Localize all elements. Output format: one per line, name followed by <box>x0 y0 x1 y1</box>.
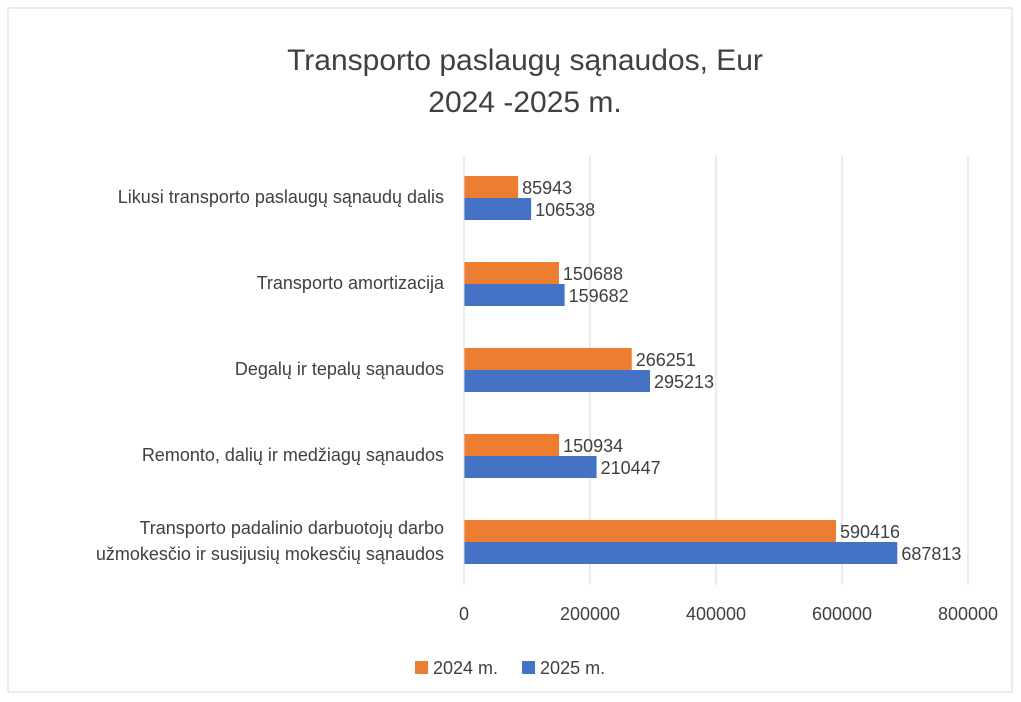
data-label: 85943 <box>522 178 572 198</box>
bar <box>464 262 559 284</box>
y-tick-label: Remonto, dalių ir medžiagų sąnaudos <box>142 445 444 465</box>
bar <box>464 348 632 370</box>
bar <box>464 198 532 220</box>
legend-swatch <box>522 661 536 674</box>
data-label: 266251 <box>636 350 696 370</box>
bar <box>464 542 898 564</box>
legend-label: 2025 m. <box>540 658 605 678</box>
x-tick-label: 0 <box>459 604 469 624</box>
legend-label: 2024 m. <box>433 658 498 678</box>
data-label: 687813 <box>901 544 961 564</box>
y-tick-label: Degalų ir tepalų sąnaudos <box>235 359 444 379</box>
bar <box>464 520 836 542</box>
data-label: 150688 <box>563 264 623 284</box>
data-label: 159682 <box>569 286 629 306</box>
y-tick-label: Transporto padalinio darbuotojų darbo užm… <box>96 518 444 564</box>
bar <box>464 456 597 478</box>
x-tick-label: 600000 <box>812 604 872 624</box>
chart-title: Transporto paslaugų sąnaudos, Eur <box>287 44 763 77</box>
x-tick-label: 800000 <box>938 604 998 624</box>
legend-swatch <box>415 661 428 674</box>
data-label: 295213 <box>654 372 714 392</box>
x-tick-label: 200000 <box>560 604 620 624</box>
data-label: 590416 <box>840 522 900 542</box>
y-tick-label: Transporto amortizacija <box>257 273 445 293</box>
bar <box>464 434 560 456</box>
y-tick-label: Likusi transporto paslaugų sąnaudų dalis <box>118 187 444 207</box>
bar <box>464 176 519 198</box>
bar <box>464 370 650 392</box>
bar <box>464 284 565 306</box>
x-tick-label: 400000 <box>686 604 746 624</box>
chart-title: 2024 -2025 m. <box>428 86 621 119</box>
data-label: 106538 <box>535 200 595 220</box>
data-label: 150934 <box>563 436 623 456</box>
label-line: užmokesčio ir susijusių mokesčių sąnaudo… <box>96 544 444 564</box>
data-label: 210447 <box>601 458 661 478</box>
label-line: Transporto padalinio darbuotojų darbo <box>139 518 444 538</box>
